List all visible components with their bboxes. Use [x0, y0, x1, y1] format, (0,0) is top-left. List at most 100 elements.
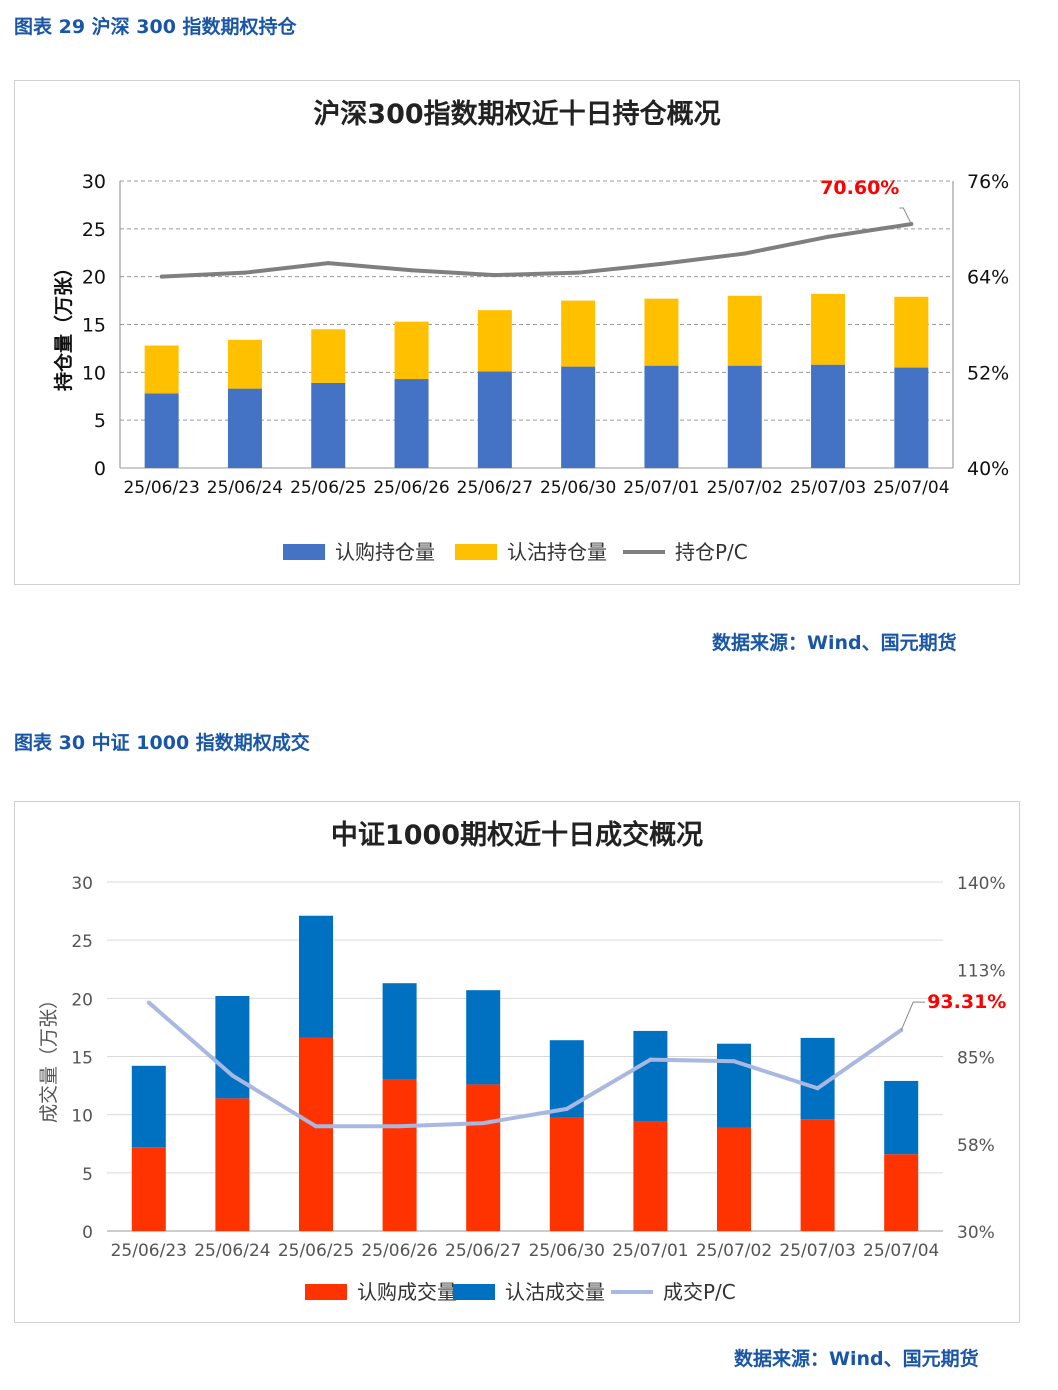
pc-ratio-line — [147, 1001, 903, 1129]
y-tick-label: 20 — [71, 990, 93, 1010]
y-tick-label: 30 — [71, 874, 93, 894]
data-source-30: 数据来源：Wind、国元期货 — [734, 1348, 979, 1370]
bar-put — [811, 293, 846, 365]
y2-tick-label: 64% — [967, 267, 1009, 289]
annotation-leader — [899, 207, 912, 225]
legend-swatch-1 — [455, 544, 497, 560]
x-tick-label: 25/06/25 — [278, 1241, 354, 1261]
bar-call — [144, 393, 179, 468]
bar-call — [884, 1154, 919, 1231]
y2-tick-label: 30% — [957, 1223, 995, 1243]
y2-tick-label: 113% — [957, 961, 1006, 981]
bar-put — [644, 298, 679, 366]
x-tick-label: 25/06/30 — [540, 478, 616, 498]
pc-ratio-point — [230, 1073, 235, 1078]
y2-tick-label: 58% — [957, 1136, 995, 1156]
bar-put — [382, 983, 417, 1080]
volume-chart: 中证1000期权近十日成交概况 0 5 10 15 20 25 30 30% 58% 85% 113%… — [38, 819, 1006, 1304]
x-tick-label: 25/06/24 — [194, 1241, 270, 1261]
y2-tick-label: 85% — [957, 1049, 995, 1069]
bar-call — [131, 1147, 166, 1231]
x-tick-label: 25/06/26 — [373, 478, 449, 498]
y-tick-label: 5 — [82, 1165, 93, 1185]
pc-ratio-point — [409, 268, 414, 273]
bar-put — [144, 345, 179, 394]
legend-label: 认购成交量 — [357, 1280, 457, 1304]
bar-put — [131, 1065, 166, 1148]
bar-call — [561, 366, 596, 468]
chart-title: 沪深300指数期权近十日持仓概况 — [313, 99, 720, 130]
y-tick-label: 20 — [82, 267, 106, 289]
pc-ratio-point — [242, 270, 247, 275]
pc-ratio-point — [146, 1000, 151, 1005]
chart-container-1: 沪深300指数期权近十日持仓概况 0 5 10 15 20 25 30 40% 52% 64% 76%… — [14, 80, 1020, 585]
x-tick-label: 25/06/24 — [207, 478, 283, 498]
pc-ratio-point — [314, 1124, 318, 1129]
bar-call — [644, 365, 679, 468]
pc-ratio-point — [576, 270, 581, 275]
pc-ratio-point — [326, 261, 331, 266]
y-tick-label: 0 — [94, 458, 106, 480]
bar-call — [717, 1127, 751, 1231]
pc-ratio-point — [564, 1106, 569, 1111]
x-tick-label: 25/07/02 — [707, 478, 783, 498]
x-tick-label: 25/07/01 — [612, 1241, 688, 1261]
bar-put — [311, 329, 346, 383]
chart-title: 中证1000期权近十日成交概况 — [331, 819, 703, 851]
y-tick-label: 15 — [82, 315, 106, 337]
x-tick-label: 25/07/03 — [779, 1241, 855, 1261]
x-tick-label: 25/07/03 — [790, 478, 866, 498]
y-axis-label: 成交量（万张） — [38, 990, 60, 1123]
pc-ratio-point — [815, 1086, 820, 1091]
x-tick-label: 25/07/04 — [863, 1241, 939, 1261]
bar-put — [477, 310, 512, 372]
bar-put — [717, 1043, 751, 1128]
bar-put — [549, 1040, 584, 1117]
chart-container-2: 中证1000期权近十日成交概况 0 5 10 15 20 25 30 30% 58% 85% 113%… — [14, 801, 1020, 1323]
pc-ratio-point — [826, 234, 831, 239]
pc-ratio-point — [397, 1124, 402, 1129]
bar-put — [633, 1030, 668, 1122]
bar-call — [466, 1084, 501, 1231]
bar-call — [811, 364, 846, 468]
y2-tick-label: 40% — [967, 458, 1009, 480]
y2-tick-label: 76% — [967, 171, 1009, 193]
annotation-leader — [900, 1001, 926, 1031]
pc-ratio-point — [492, 273, 497, 278]
bar-put — [894, 296, 929, 368]
x-tick-label: 25/06/27 — [457, 478, 533, 498]
bar-put — [299, 915, 333, 1038]
bar-call — [549, 1116, 584, 1231]
open-interest-chart: 沪深300指数期权近十日持仓概况 0 5 10 15 20 25 30 40% 52% 64% 76%… — [52, 99, 1009, 564]
x-tick-label: 25/06/27 — [445, 1241, 521, 1261]
y-tick-label: 0 — [82, 1223, 93, 1243]
pc-ratio-point — [742, 251, 747, 256]
bar-put — [227, 339, 262, 389]
legend-swatch-0 — [283, 544, 325, 560]
figure-caption-29: 图表 29 沪深 300 指数期权持仓 — [14, 16, 297, 38]
pc-ratio-annotation: 70.60% — [820, 177, 899, 199]
pc-ratio-annotation: 93.31% — [927, 991, 1006, 1013]
pc-ratio-point — [481, 1121, 486, 1126]
x-tick-label: 25/07/04 — [873, 478, 949, 498]
x-tick-label: 25/07/01 — [623, 478, 699, 498]
data-source-29: 数据来源：Wind、国元期货 — [712, 632, 957, 654]
legend-label: 认沽持仓量 — [507, 540, 607, 564]
pc-ratio-point — [159, 274, 164, 279]
legend-label: 认沽成交量 — [505, 1280, 605, 1304]
y-tick-label: 25 — [71, 932, 93, 952]
y-tick-label: 10 — [71, 1107, 93, 1127]
legend-swatch-0 — [305, 1284, 347, 1300]
bar-call — [382, 1079, 417, 1231]
x-tick-label: 25/07/02 — [696, 1241, 772, 1261]
y-tick-label: 10 — [82, 362, 106, 384]
x-tick-label: 25/06/23 — [111, 1241, 187, 1261]
x-tick-label: 25/06/25 — [290, 478, 366, 498]
bar-put — [466, 990, 501, 1085]
y-tick-label: 25 — [82, 219, 106, 241]
y-tick-label: 30 — [82, 171, 106, 193]
y2-tick-label: 52% — [967, 362, 1009, 384]
bar-put — [727, 295, 762, 366]
bar-call — [633, 1121, 668, 1231]
bar-call — [477, 371, 512, 468]
